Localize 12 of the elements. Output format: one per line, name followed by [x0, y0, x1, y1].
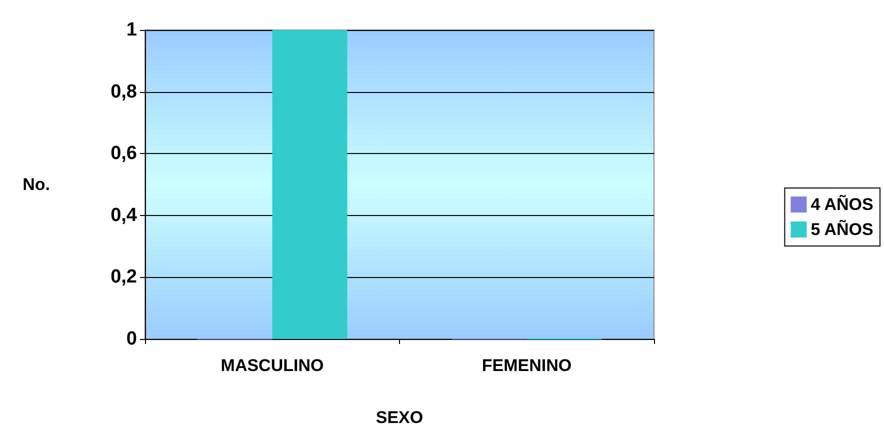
y-tick-label: 0	[126, 328, 137, 350]
legend-label: 4 AÑOS	[810, 194, 874, 214]
y-tick-label: 0,8	[110, 81, 137, 102]
x-tick-label: MASCULINO	[220, 356, 324, 375]
y-tick-label: 0,6	[110, 143, 137, 164]
x-axis-title: SEXO	[376, 408, 424, 427]
y-axis-title: No.	[22, 175, 50, 194]
legend-label: 5 AÑOS	[810, 219, 874, 239]
y-tick-label: 0,2	[110, 266, 137, 288]
y-tick-label: 1	[126, 20, 138, 40]
x-tick-label: FEMENINO	[482, 356, 572, 375]
y-tick-label: 0,4	[110, 204, 138, 226]
